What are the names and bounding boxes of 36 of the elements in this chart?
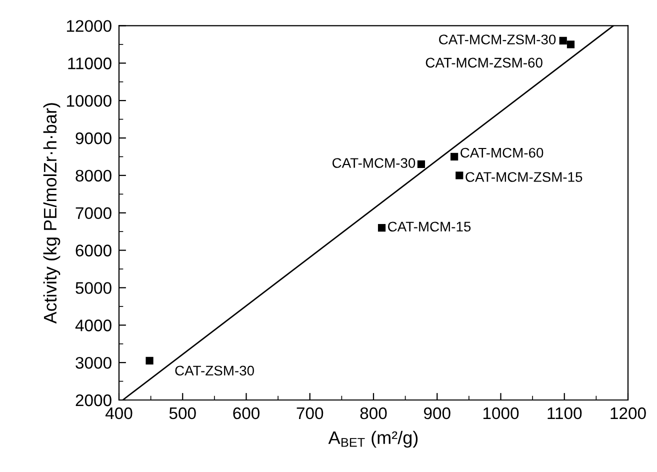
x-tick-label: 900 [424,407,450,420]
y-tick-label: 9000 [76,132,112,144]
y-tick-label: 6000 [76,244,112,256]
x-tick-label: 500 [169,407,196,420]
point [450,152,458,161]
x-tick-label: 600 [233,407,260,420]
y-tick-label: 2000 [76,394,112,406]
y-tick-label: 10000 [66,94,112,107]
x-tick-label: 800 [360,407,387,420]
annotation: CAT-MCM-60 [460,148,544,158]
point [417,160,426,168]
y-tick-label: 11000 [68,58,112,70]
y-tick-label: 5000 [76,282,112,294]
point [456,172,464,180]
x-tick-label: 700 [296,407,324,420]
y-tick-label: 12000 [66,20,112,32]
x-axis-title: A$_{BET}$ (m²/g) [328,430,418,448]
annotation: CAT-ZSM-30 [175,366,254,376]
x-tick-label: 1000 [483,407,519,420]
point [378,224,386,232]
point [559,36,567,44]
x-tick-label: 1200 [610,407,646,420]
annotation: CAT-MCM-30 [332,158,416,168]
annotation: CAT-MCM-ZSM-30 [439,34,556,44]
point [566,40,575,48]
annotation: CAT-MCM-15 [388,222,471,232]
annotation: CAT-MCM-ZSM-15 [466,172,582,182]
point [146,356,154,364]
y-axis-title: Activity (kg PE/molZr·h·bar) [43,103,60,324]
y-tick-label: 8000 [76,170,112,182]
y-tick-label: 4000 [75,320,112,332]
y-tick-label: 3000 [76,356,112,369]
x-tick-label: 400 [105,407,132,420]
x-tick-label: 1100 [548,407,582,420]
y-tick-label: 7000 [76,207,112,220]
annotation: CAT-MCM-ZSM-60 [426,58,542,68]
